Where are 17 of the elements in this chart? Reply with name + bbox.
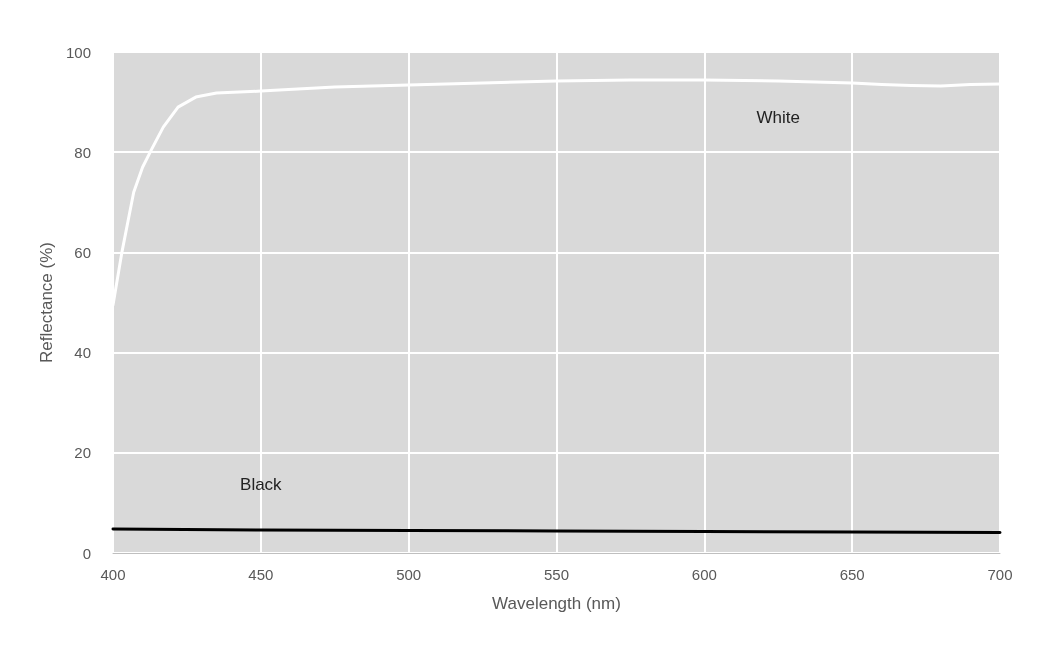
series-label: White bbox=[756, 107, 800, 127]
x-tick-label: 400 bbox=[100, 566, 126, 583]
x-tick-label: 650 bbox=[839, 566, 865, 583]
x-tick-label: 700 bbox=[987, 566, 1013, 583]
y-tick-label: 0 bbox=[82, 544, 91, 562]
text: Black bbox=[240, 475, 283, 495]
y-tick-label: 60 bbox=[74, 243, 91, 261]
x-tick-label: 600 bbox=[691, 566, 717, 583]
y-tick-label: 80 bbox=[74, 143, 91, 161]
x-tick-label: 450 bbox=[248, 566, 274, 583]
y-tick-label: 20 bbox=[74, 444, 91, 462]
x-tick-label: 500 bbox=[396, 566, 422, 583]
x-axis-title: Wavelength (nm) bbox=[492, 594, 621, 613]
y-tick-label: 40 bbox=[74, 344, 91, 362]
x-tick-label: 550 bbox=[543, 566, 570, 583]
y-axis-title: Reflectance (%) bbox=[37, 242, 57, 363]
y-tick-label: 100 bbox=[65, 43, 91, 61]
